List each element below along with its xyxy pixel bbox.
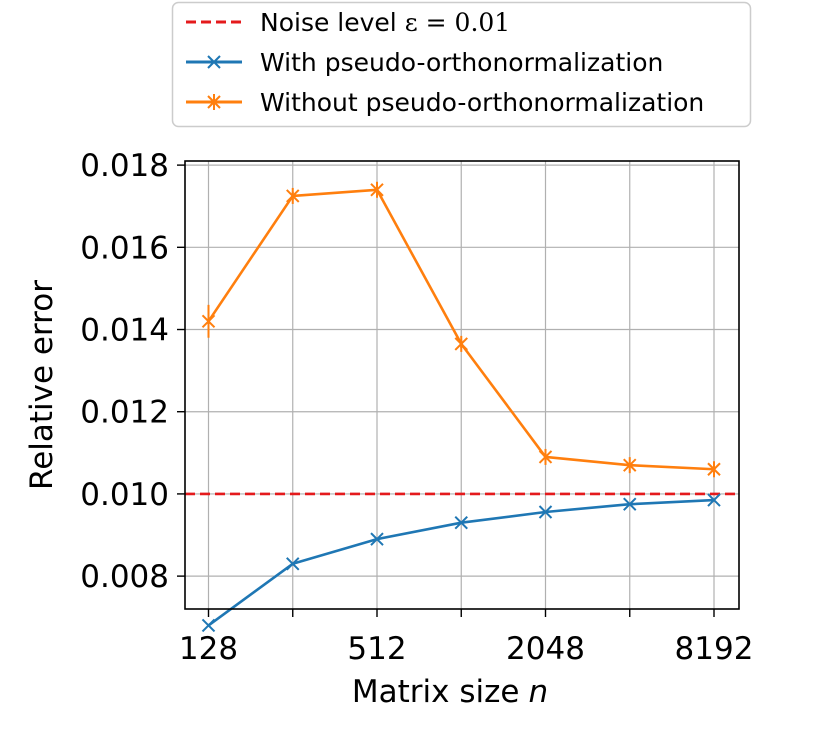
legend-entry-noise-level: Noise level ε = 0.01 [186,8,510,37]
y-tick-label: 0.016 [80,230,169,266]
y-tick-label: 0.018 [80,148,169,184]
legend-label-noise-level: Noise level ε = 0.01 [260,8,510,37]
legend-frame [171,1,752,128]
legend-noise-level-math: ε = 0.01 [405,8,510,37]
legend-marker [207,94,221,110]
data-point [454,335,468,352]
x-axis-label: Matrix size n [352,674,548,710]
x-axis-ticks: 128 512 2048 8192 [179,609,754,667]
x-axis-label-text: Matrix size [352,674,520,710]
y-axis-ticks: 0.008 0.010 0.012 0.014 0.016 0.018 [80,148,185,595]
data-point [370,181,384,198]
data-point [623,497,637,511]
data-point [286,187,300,204]
data-point [538,505,553,519]
data-point [623,457,637,474]
legend-label-with-ortho: With pseudo-orthonormalization [260,48,663,77]
legend: Noise level ε = 0.01 With pseudo-orthonor… [171,1,752,128]
data-point [707,461,721,478]
data-point [201,618,216,633]
legend-marker [207,55,221,69]
plot-area: 128 512 2048 8192 0.008 0.010 0.012 0.014 0.016… [80,148,753,667]
legend-entry-with-ortho: With pseudo-orthonormalization [186,48,663,77]
legend-noise-level-name: Noise level [260,8,397,37]
legend-entry-without-ortho: Without pseudo-orthonormalization [186,88,704,117]
data-point [454,515,468,530]
x-tick-label: 128 [179,631,238,667]
legend-marker-without-ortho [207,94,221,110]
y-tick-label: 0.008 [80,559,169,595]
x-axis-label-variable: n [528,674,548,710]
x-tick-label: 8192 [675,631,754,667]
data-point [707,493,721,507]
y-axis-label: Relative error [24,280,60,490]
data-point [286,557,300,571]
y-tick-label: 0.010 [80,477,169,513]
x-tick-label: 2048 [506,631,585,667]
series-layer [201,181,721,633]
data-point [538,448,553,465]
legend-label-without-ortho: Without pseudo-orthonormalization [260,88,704,117]
y-tick-label: 0.014 [80,313,169,349]
grid [185,161,739,609]
data-point [370,532,384,546]
series-1 [201,181,721,478]
legend-marker-with-ortho [207,55,221,69]
x-tick-label: 512 [347,631,406,667]
data-point [201,313,216,330]
y-tick-label: 0.012 [80,395,169,431]
axes-frame [184,160,740,610]
series-0 [201,493,721,633]
